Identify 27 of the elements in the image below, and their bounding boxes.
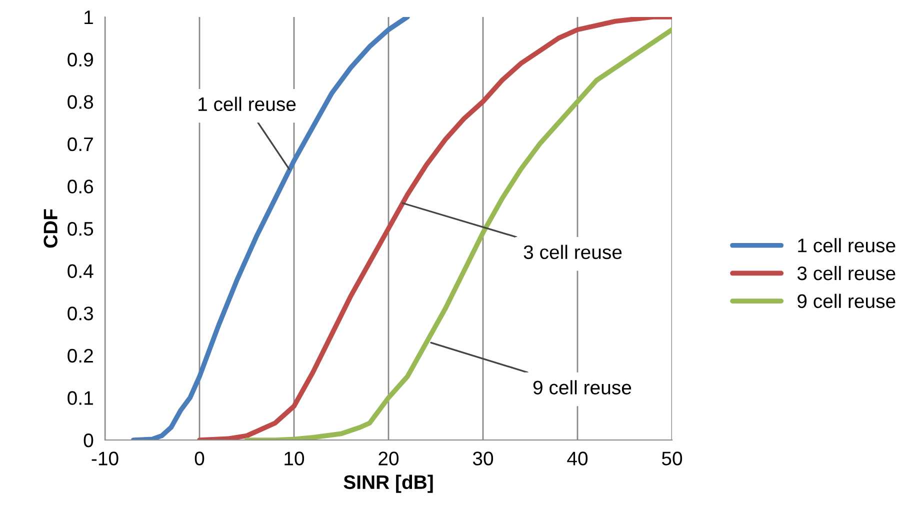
y-tick-label: 0.3 <box>68 306 94 320</box>
x-axis-title: SINR [dB] <box>344 474 433 493</box>
x-tick-label: 40 <box>567 452 588 466</box>
line-series <box>130 17 410 440</box>
y-tick-label: 1 <box>84 10 93 24</box>
annotation: 1 cell reuse <box>198 96 296 112</box>
x-tick-label: 30 <box>472 452 494 466</box>
legend-label: 3 cell reuse <box>797 266 896 280</box>
legend-label: 9 cell reuse <box>798 294 896 308</box>
y-tick-label: 0.4 <box>68 264 94 278</box>
y-tick-label: 0 <box>84 433 94 448</box>
x-tick-label: 0 <box>194 452 204 466</box>
y-tick-label: 0.5 <box>68 222 94 236</box>
annotation: 3 cell reuse <box>524 244 622 260</box>
y-tick-label: 0.9 <box>68 52 93 67</box>
y-tick-label: 0.7 <box>68 137 93 152</box>
x-tick-label: 10 <box>284 452 304 466</box>
y-tick-label: 0.2 <box>68 348 93 363</box>
x-tick-label: -10 <box>92 452 118 466</box>
x-tick-label: 50 <box>662 452 682 466</box>
legend-label: 1 cell reuse <box>798 238 896 252</box>
y-tick-label: 0.1 <box>68 391 93 405</box>
x-tick-label: 20 <box>378 452 399 466</box>
y-tick-label: 0.8 <box>68 95 94 109</box>
annotation: 9 cell reuse <box>533 380 632 394</box>
y-axis-title: CDF <box>44 209 58 248</box>
y-tick-label: 0.6 <box>68 180 94 194</box>
